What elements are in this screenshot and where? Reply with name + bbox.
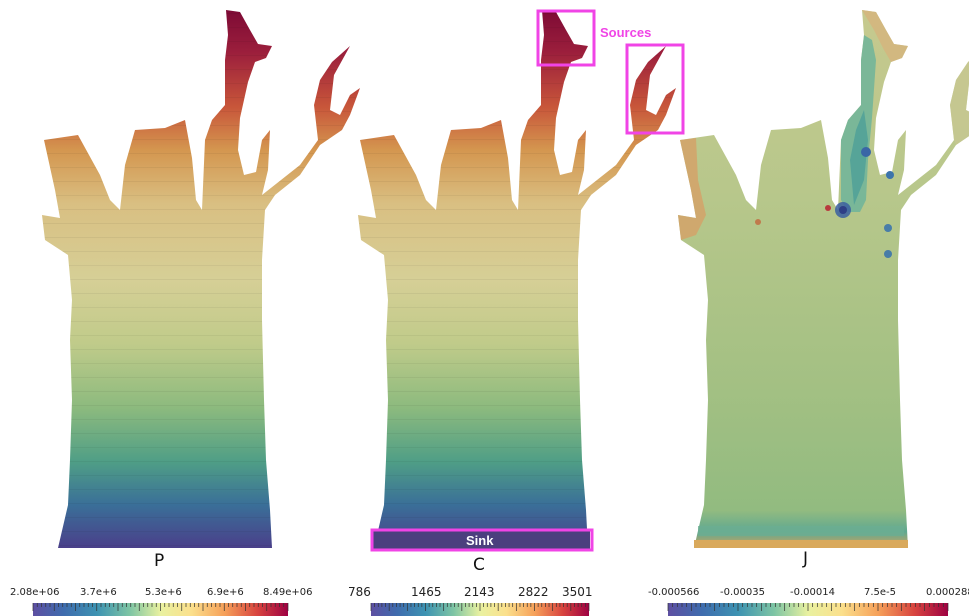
colorbar-tick-marks xyxy=(32,603,949,611)
panel-p-domain xyxy=(42,10,360,548)
colorbar-c-tick: 3501 xyxy=(562,585,593,599)
panel-label-p: P xyxy=(154,551,165,571)
panel-j-domain xyxy=(678,10,969,548)
panel-label-c: C xyxy=(473,555,485,575)
sink-label: Sink xyxy=(466,533,494,548)
sources-label: Sources xyxy=(600,25,652,40)
colorbar-p-tick: 2.08e+06 xyxy=(10,587,60,598)
colorbar-j-tick: -0.00014 xyxy=(790,587,835,598)
colorbar-c-tick: 2822 xyxy=(518,585,549,599)
colorbar-p-tick: 3.7e+6 xyxy=(80,587,117,598)
sink-band xyxy=(373,531,590,550)
sources-box-right xyxy=(625,43,685,135)
colorbar-c-tick: 1465 xyxy=(411,585,442,599)
panel-label-j: J xyxy=(803,549,809,569)
colorbar-j-tick: -0.000566 xyxy=(648,587,700,598)
colorbar-p-tick: 6.9e+6 xyxy=(207,587,244,598)
colorbar-c-tick: 786 xyxy=(348,585,371,599)
sources-box-top xyxy=(536,9,596,67)
colorbar-j-tick: 0.000288 xyxy=(926,587,969,598)
colorbar-p-tick: 5.3e+6 xyxy=(145,587,182,598)
colorbar-j-tick: -0.00035 xyxy=(720,587,765,598)
colorbar-c-tick: 2143 xyxy=(464,585,495,599)
colorbar-j-tick: 7.5e-5 xyxy=(864,587,897,598)
sink-box xyxy=(370,528,594,552)
colorbar-p-tick: 8.49e+06 xyxy=(263,587,313,598)
